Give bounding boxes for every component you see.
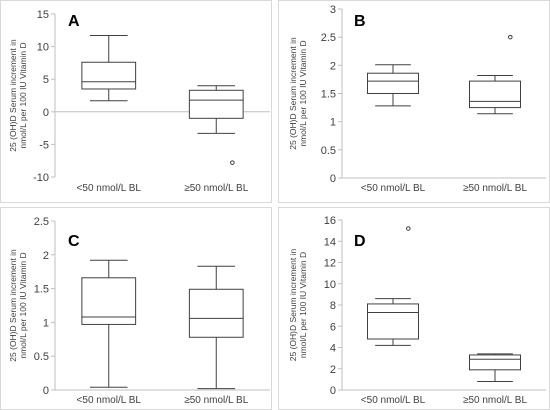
y-tick-label: -5 [39, 139, 49, 151]
outlier-point [230, 160, 235, 165]
panel-b: 0 0.5 1 1.5 2 2.5 3 25 (OH)D Serum increment in… [278, 0, 550, 203]
y-tick-label: 2.5 [321, 32, 336, 44]
y-tick-label: 2 [43, 250, 49, 262]
y-tick-label: 14 [324, 236, 336, 248]
category-label: ≥50 nmol/L BL [463, 395, 527, 406]
y-tick-label: 1.5 [34, 284, 49, 296]
panel-d: 0 2 4 6 8 10 12 14 16 25 (OH)D Serum increment in… [278, 207, 550, 410]
y-axis-label: nmol/L per 100 IU Vitamin D [298, 40, 308, 146]
category-label: ≥50 nmol/L BL [184, 395, 248, 406]
y-tick-label: 1 [330, 117, 336, 129]
y-axis-label: 25 (OH)D Serum increment in [8, 249, 18, 362]
y-tick-label: 0 [330, 173, 336, 185]
y-tick-label: 16 [324, 215, 336, 227]
category-label: ≥50 nmol/L BL [184, 183, 248, 194]
y-tick-label: 8 [330, 300, 336, 312]
y-tick-label: 6 [330, 321, 336, 333]
y-tick-label: 2 [330, 364, 336, 376]
y-axis-label: 25 (OH)D Serum increment in [288, 37, 298, 150]
iqr-box [367, 72, 419, 95]
iqr-box [81, 61, 137, 90]
y-tick-label: 2.5 [34, 216, 49, 228]
panel-c: 0 0.5 1 1.5 2 2.5 25 (OH)D Serum increment in n… [0, 207, 272, 410]
category-label: <50 nmol/L BL [77, 183, 142, 194]
y-tick-label: -10 [33, 172, 49, 184]
category-label: <50 nmol/L BL [361, 395, 426, 406]
y-tick-label: 15 [37, 9, 49, 21]
iqr-box [469, 354, 521, 371]
box-group-2 [188, 265, 244, 390]
y-tick-label: 1 [43, 317, 49, 329]
y-tick-label: 0.5 [321, 145, 336, 157]
box-group-1 [367, 226, 419, 346]
y-axis-label: 25 (OH)D Serum increment in [8, 39, 18, 152]
box-group-2 [469, 34, 521, 115]
iqr-box [188, 288, 244, 338]
outlier-point [406, 226, 411, 231]
y-axis-label: nmol/L per 100 IU Vitamin D [298, 252, 308, 358]
box-group-1 [81, 259, 137, 388]
y-axis-label: 25 (OH)D Serum increment in [288, 249, 298, 362]
y-tick-label: 5 [43, 74, 49, 86]
y-tick-label: 12 [324, 258, 336, 270]
box-group-2 [188, 85, 244, 165]
y-tick-label: 3 [330, 4, 336, 16]
panel-a: -10 -5 0 5 10 15 25 (OH)D Serum increment in nm… [0, 0, 272, 203]
panel-border [0, 0, 272, 203]
y-axis-label: nmol/L per 100 IU Vitamin D [18, 42, 28, 148]
iqr-box [469, 80, 521, 109]
panel-letter: A [68, 13, 80, 30]
outlier-point [508, 34, 513, 40]
y-tick-label: 2 [330, 60, 336, 72]
y-tick-label: 0 [330, 385, 336, 397]
category-label: ≥50 nmol/L BL [463, 183, 527, 194]
y-tick-label: 0.5 [34, 351, 49, 363]
category-label: <50 nmol/L BL [361, 183, 426, 194]
category-label: <50 nmol/L BL [77, 395, 142, 406]
y-tick-label: 0 [43, 385, 49, 397]
box-group-2 [469, 353, 521, 382]
iqr-box [188, 89, 244, 119]
y-tick-label: 10 [37, 42, 49, 54]
y-tick-label: 1.5 [321, 89, 336, 101]
y-tick-label: 0 [43, 107, 49, 119]
box-group-1 [81, 35, 137, 102]
panel-letter: B [354, 13, 366, 30]
panel-letter: C [68, 233, 80, 250]
panel-letter: D [354, 233, 366, 250]
iqr-box [367, 303, 419, 340]
y-tick-label: 4 [330, 343, 336, 355]
y-axis-label: nmol/L per 100 IU Vitamin D [18, 252, 28, 358]
box-group-1 [367, 64, 419, 107]
y-tick-label: 10 [324, 279, 336, 291]
